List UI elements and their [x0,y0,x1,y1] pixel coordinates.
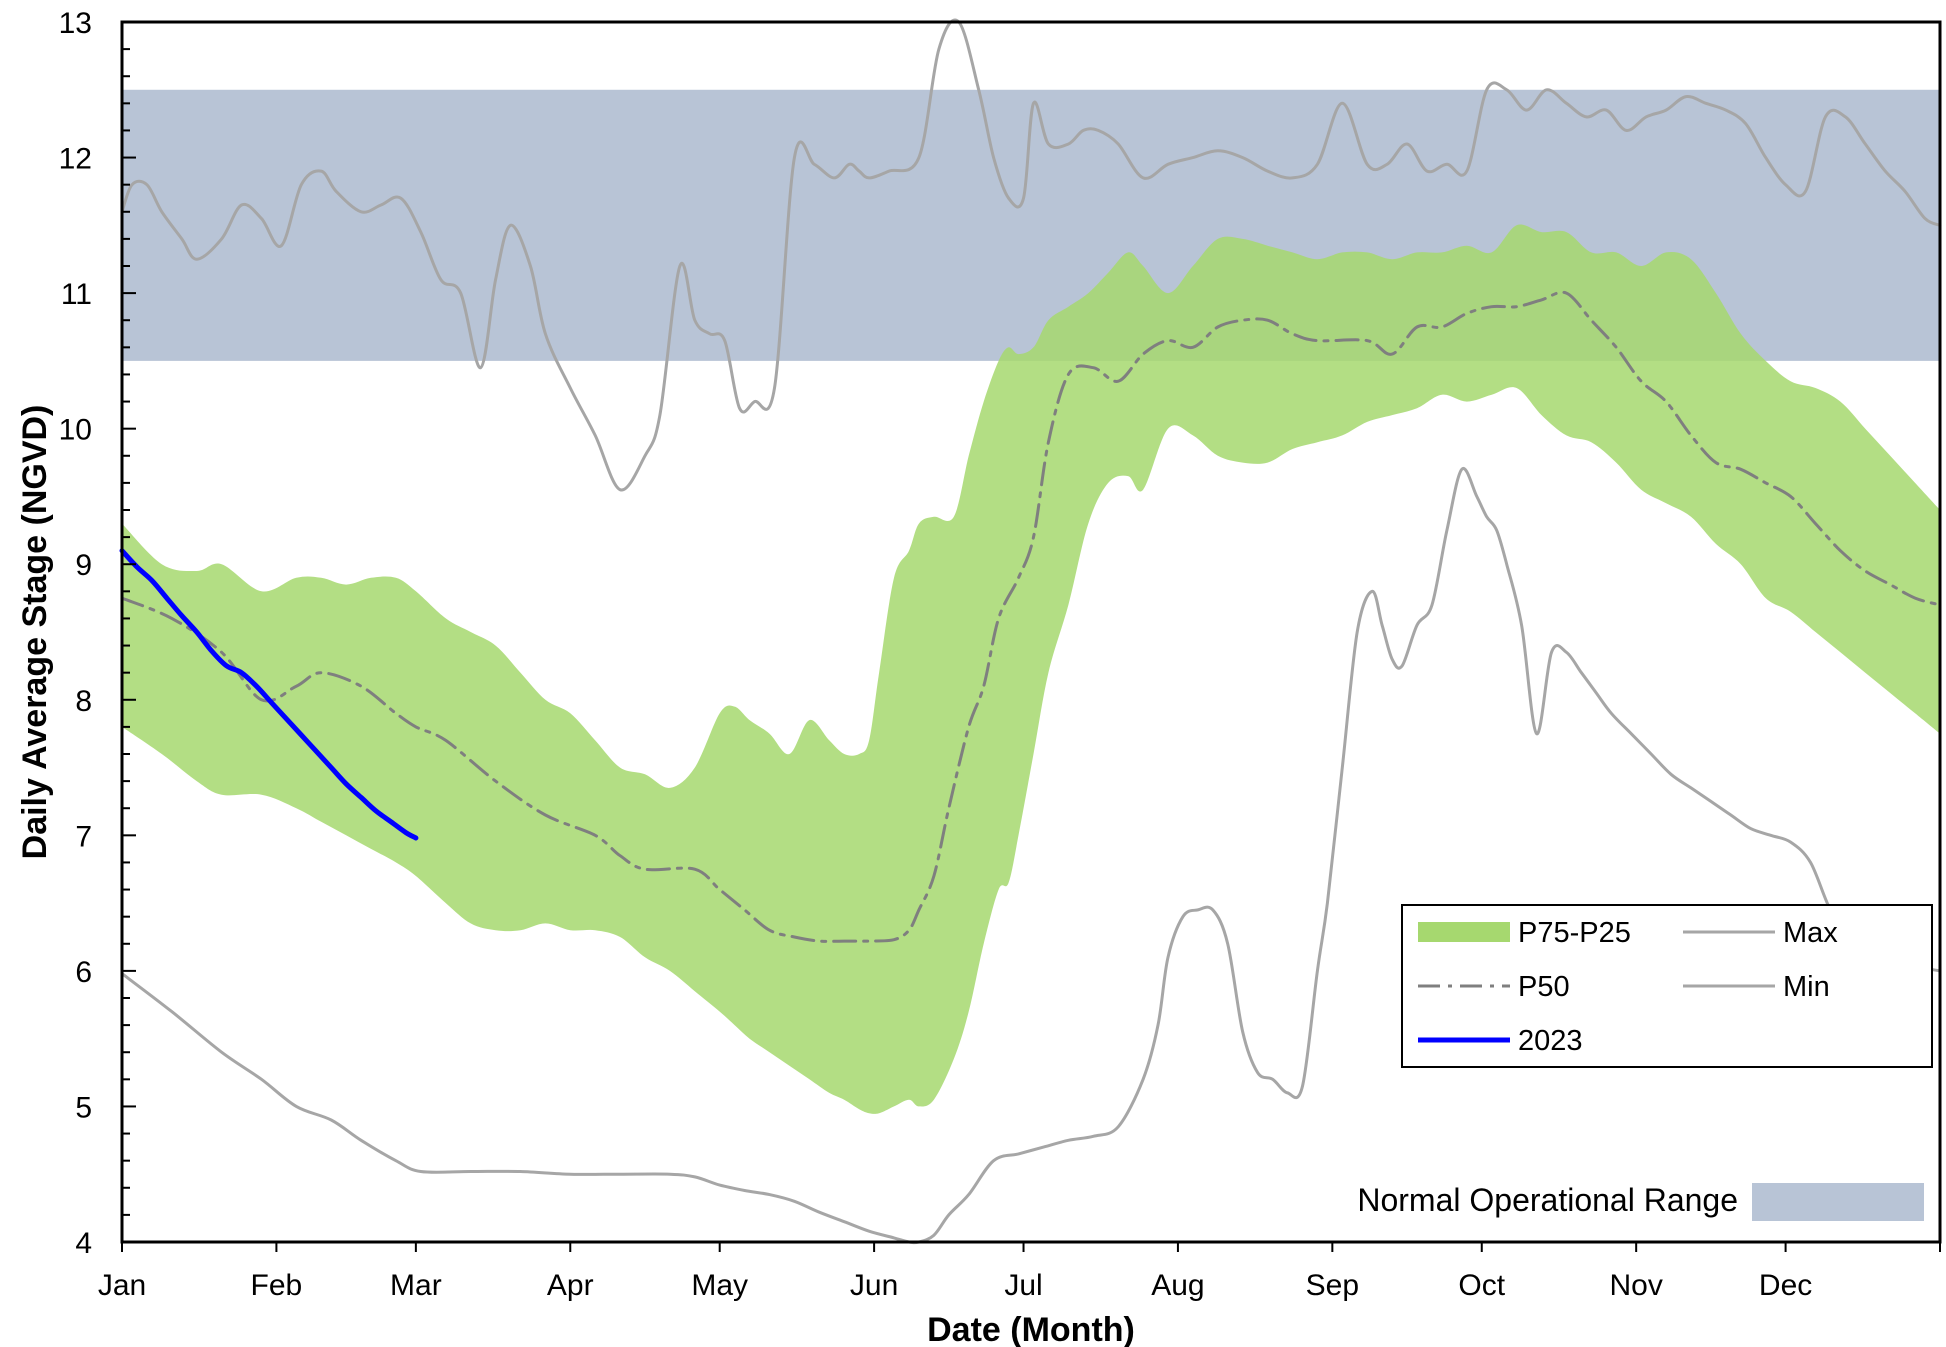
x-tick-label: Oct [1458,1269,1505,1302]
y-tick-label: 10 [59,414,92,447]
y-tick-label: 4 [75,1227,92,1260]
legend-label-p75-p25: P75-P25 [1518,917,1631,949]
x-tick-label: May [691,1269,748,1302]
p75-p25-band [122,224,1940,1114]
x-tick-label: Dec [1759,1269,1812,1302]
y-axis-label: Daily Average Stage (NGVD) [16,405,54,860]
legend-label-2023: 2023 [1518,1025,1583,1057]
y-tick-label: 8 [75,685,92,718]
plot-frame [120,20,1942,1244]
y-tick-label: 9 [75,549,92,582]
x-axis-label: Date (Month) [927,1311,1135,1347]
legend: P75-P25 Max P50 Min 2023 [1401,904,1933,1068]
series-lines [119,18,1942,1245]
y-tick-label: 6 [75,956,92,989]
x-tick-label: Jul [1004,1269,1042,1302]
normal-operational-range-label: Normal Operational Range [1357,1182,1738,1218]
y-tick-label: 11 [61,278,92,311]
x-tick-label: Feb [251,1269,303,1302]
axes: 4 5 6 7 8 9 10 11 12 13 Jan Feb Mar Apr May Jun Jul Aug Se… [59,7,1942,1302]
legend-swatch-p75-p25 [1418,922,1510,942]
normal-operational-range-swatch [1752,1183,1924,1221]
y-tick-label: 13 [59,7,92,40]
series-max-line [120,18,1942,492]
y-tick-label: 7 [75,820,92,853]
normal-operational-range-legend: Normal Operational Range [1357,1182,1924,1221]
y-tick-label: 12 [59,143,92,176]
x-tick-label: Mar [390,1269,442,1302]
y-tick-label: 5 [75,1091,92,1124]
x-tick-label: Aug [1151,1269,1204,1302]
x-tick-label: Nov [1609,1269,1662,1302]
x-tick-label: Jun [850,1269,898,1302]
series-2023-line [119,548,419,841]
legend-label-p50: P50 [1518,971,1570,1003]
series-min-line [120,467,1942,1245]
series-p50-line [120,290,1942,943]
legend-label-min: Min [1783,971,1830,1003]
x-tick-label: Sep [1306,1269,1359,1302]
x-tick-label: Apr [547,1269,594,1302]
x-tick-label: Jan [98,1269,146,1302]
legend-label-max: Max [1783,917,1838,949]
